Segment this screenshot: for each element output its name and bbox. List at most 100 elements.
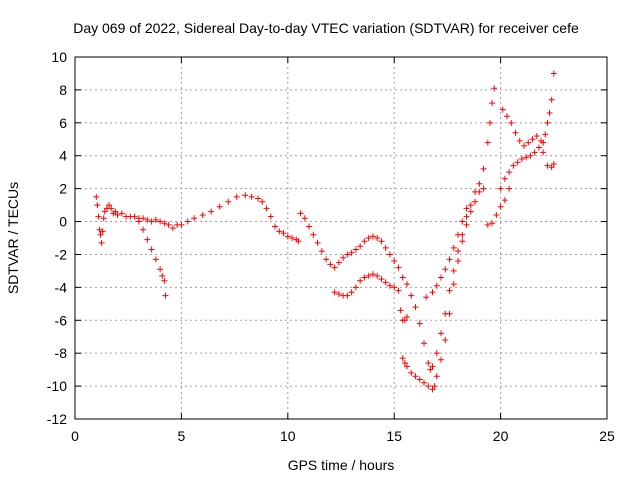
data-point <box>267 213 274 220</box>
data-point <box>546 109 553 116</box>
data-point <box>263 205 270 212</box>
data-point <box>427 366 434 373</box>
data-point <box>242 192 249 199</box>
y-tick-label: 4 <box>59 148 67 164</box>
data-point <box>335 290 342 297</box>
data-point <box>310 231 317 238</box>
y-tick-label: 8 <box>59 82 67 98</box>
data-point <box>118 210 125 217</box>
data-point <box>525 139 532 146</box>
data-point <box>431 383 438 390</box>
data-point <box>148 246 155 253</box>
data-point <box>429 363 436 370</box>
data-point <box>455 248 462 255</box>
data-point <box>382 244 389 251</box>
data-point <box>442 337 449 344</box>
data-point <box>295 238 302 245</box>
data-point <box>357 243 364 250</box>
data-point <box>323 256 330 263</box>
data-point <box>331 264 338 271</box>
data-point <box>255 195 262 202</box>
data-point <box>493 211 500 218</box>
data-point <box>365 235 372 241</box>
data-point <box>501 197 508 204</box>
data-point <box>497 185 504 192</box>
x-tick-label: 20 <box>493 428 509 444</box>
data-point <box>399 274 406 281</box>
data-point <box>467 202 474 209</box>
data-point <box>248 193 255 200</box>
data-point <box>486 119 493 126</box>
data-point <box>289 235 296 241</box>
data-point <box>403 313 410 320</box>
data-point <box>165 221 172 228</box>
data-point <box>446 310 453 317</box>
data-point <box>395 287 402 294</box>
data-point <box>450 267 457 274</box>
data-point <box>550 70 557 77</box>
data-point <box>420 340 427 347</box>
data-point <box>378 238 385 245</box>
data-point <box>99 228 106 235</box>
data-point <box>352 246 359 253</box>
data-point <box>538 137 545 144</box>
data-point <box>459 238 466 245</box>
x-tick-label: 5 <box>178 428 186 444</box>
data-point <box>344 292 351 299</box>
data-point <box>463 213 470 220</box>
data-point <box>501 175 508 182</box>
data-point <box>352 284 359 291</box>
data-point <box>306 223 313 230</box>
x-tick-label: 25 <box>599 428 615 444</box>
y-tick-label: 2 <box>59 181 67 197</box>
data-point <box>521 142 528 149</box>
data-point <box>335 259 342 266</box>
plot-frame <box>74 56 608 420</box>
data-point <box>523 154 530 161</box>
data-point <box>161 277 168 284</box>
data-point <box>499 106 506 113</box>
data-point <box>401 317 408 324</box>
data-points <box>93 70 557 393</box>
data-point <box>450 244 457 251</box>
data-point <box>391 284 398 291</box>
data-point <box>301 215 308 222</box>
data-point <box>544 119 551 126</box>
data-point <box>369 233 376 240</box>
data-point <box>508 119 515 126</box>
data-point <box>412 304 419 311</box>
data-point <box>459 218 466 225</box>
data-point <box>399 355 406 362</box>
data-point <box>382 279 389 286</box>
data-point <box>512 129 519 136</box>
data-point <box>101 208 108 215</box>
data-point <box>208 208 215 215</box>
data-point <box>455 258 462 265</box>
data-point <box>94 202 101 209</box>
data-point <box>429 289 436 296</box>
data-point <box>95 213 102 220</box>
data-point <box>314 239 321 246</box>
data-point <box>331 289 338 296</box>
data-point <box>361 274 368 281</box>
y-tick-label: -8 <box>55 345 68 361</box>
data-point <box>386 282 393 289</box>
data-point <box>506 169 513 176</box>
data-point <box>438 274 445 281</box>
data-point <box>157 218 164 225</box>
y-tick-label: -10 <box>47 378 67 394</box>
data-point <box>112 208 119 215</box>
data-point <box>518 156 525 163</box>
data-point <box>374 272 381 279</box>
data-point <box>548 164 555 171</box>
data-point <box>516 137 523 144</box>
data-point <box>108 205 115 212</box>
data-point <box>527 152 534 159</box>
data-point <box>544 162 551 169</box>
data-point <box>152 256 159 263</box>
data-point <box>476 180 483 187</box>
data-point <box>98 239 105 246</box>
data-point <box>480 165 487 172</box>
data-point <box>161 220 168 227</box>
